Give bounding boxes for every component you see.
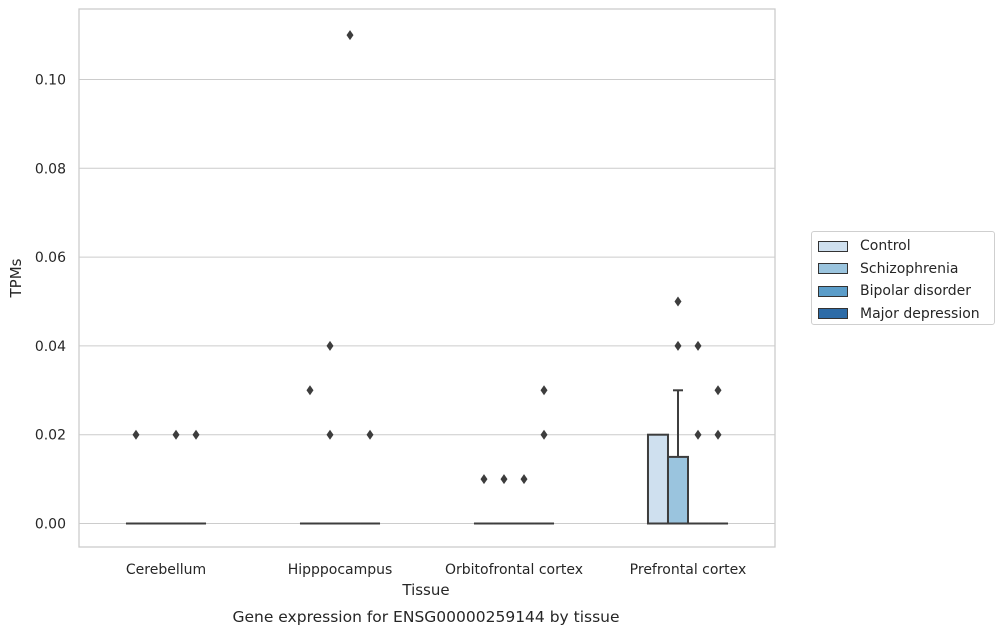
outlier-point — [500, 474, 508, 485]
outlier-point — [366, 429, 374, 440]
box-4-2 — [666, 389, 689, 525]
legend-item: Major depression — [818, 304, 980, 324]
outlier-point — [674, 296, 682, 307]
outlier-point — [540, 385, 548, 396]
box-marks — [125, 389, 729, 525]
outlier-point — [132, 429, 140, 440]
x-tick-label: Cerebellum — [126, 562, 206, 578]
y-axis-label: TPMs — [7, 258, 25, 298]
outlier-point — [674, 340, 682, 351]
legend-swatch — [818, 240, 848, 252]
box-body — [666, 455, 689, 525]
legend: Control Schizophrenia Bipolar disorder Majo… — [811, 231, 995, 325]
legend-label: Schizophrenia — [860, 260, 959, 277]
plot-frame — [78, 8, 776, 548]
y-tick-label: 0.02 — [35, 428, 66, 444]
y-tick-label: 0.04 — [35, 339, 66, 355]
outlier-point — [540, 429, 548, 440]
outlier-point — [326, 429, 334, 440]
outlier-marks — [132, 30, 722, 485]
box-body — [646, 433, 669, 525]
outlier-point — [714, 385, 722, 396]
outlier-point — [694, 340, 702, 351]
y-tick-label: 0.00 — [35, 517, 66, 533]
x-axis-label: Tissue — [401, 581, 449, 599]
y-tick-label: 0.10 — [35, 73, 66, 89]
outlier-point — [520, 474, 528, 485]
outlier-point — [714, 429, 722, 440]
chart-caption: Gene expression for ENSG00000259144 by t… — [232, 608, 619, 626]
legend-item: Schizophrenia — [818, 259, 958, 279]
legend-label: Bipolar disorder — [860, 283, 972, 299]
outlier-point — [480, 474, 488, 485]
legend-swatch — [818, 263, 848, 274]
outlier-point — [694, 429, 702, 440]
y-tick-label: 0.06 — [35, 250, 66, 266]
y-tick-labels: 0.00 0.02 0.04 0.06 0.08 0.10 — [35, 73, 66, 533]
legend-swatch — [818, 285, 848, 297]
outlier-point — [346, 30, 354, 41]
x-tick-label: Orbitofrontal cortex — [445, 562, 583, 578]
outlier-point — [192, 429, 200, 440]
x-tick-label: Prefrontal cortex — [630, 562, 747, 578]
outlier-point — [326, 340, 334, 351]
legend-label: Major depression — [860, 305, 980, 322]
legend-swatch — [818, 308, 848, 319]
box-4-1 — [646, 433, 669, 525]
legend-item: Bipolar disorder — [818, 281, 971, 301]
x-tick-label: Hipppocampus — [288, 562, 393, 578]
y-tick-label: 0.08 — [35, 161, 66, 177]
legend-item: Control — [818, 236, 911, 256]
outlier-point — [172, 429, 180, 440]
x-tick-labels: Cerebellum Hipppocampus Orbitofrontal cort… — [126, 562, 746, 578]
outlier-point — [306, 385, 314, 396]
plot-border — [78, 8, 776, 548]
legend-label: Control — [860, 238, 911, 254]
